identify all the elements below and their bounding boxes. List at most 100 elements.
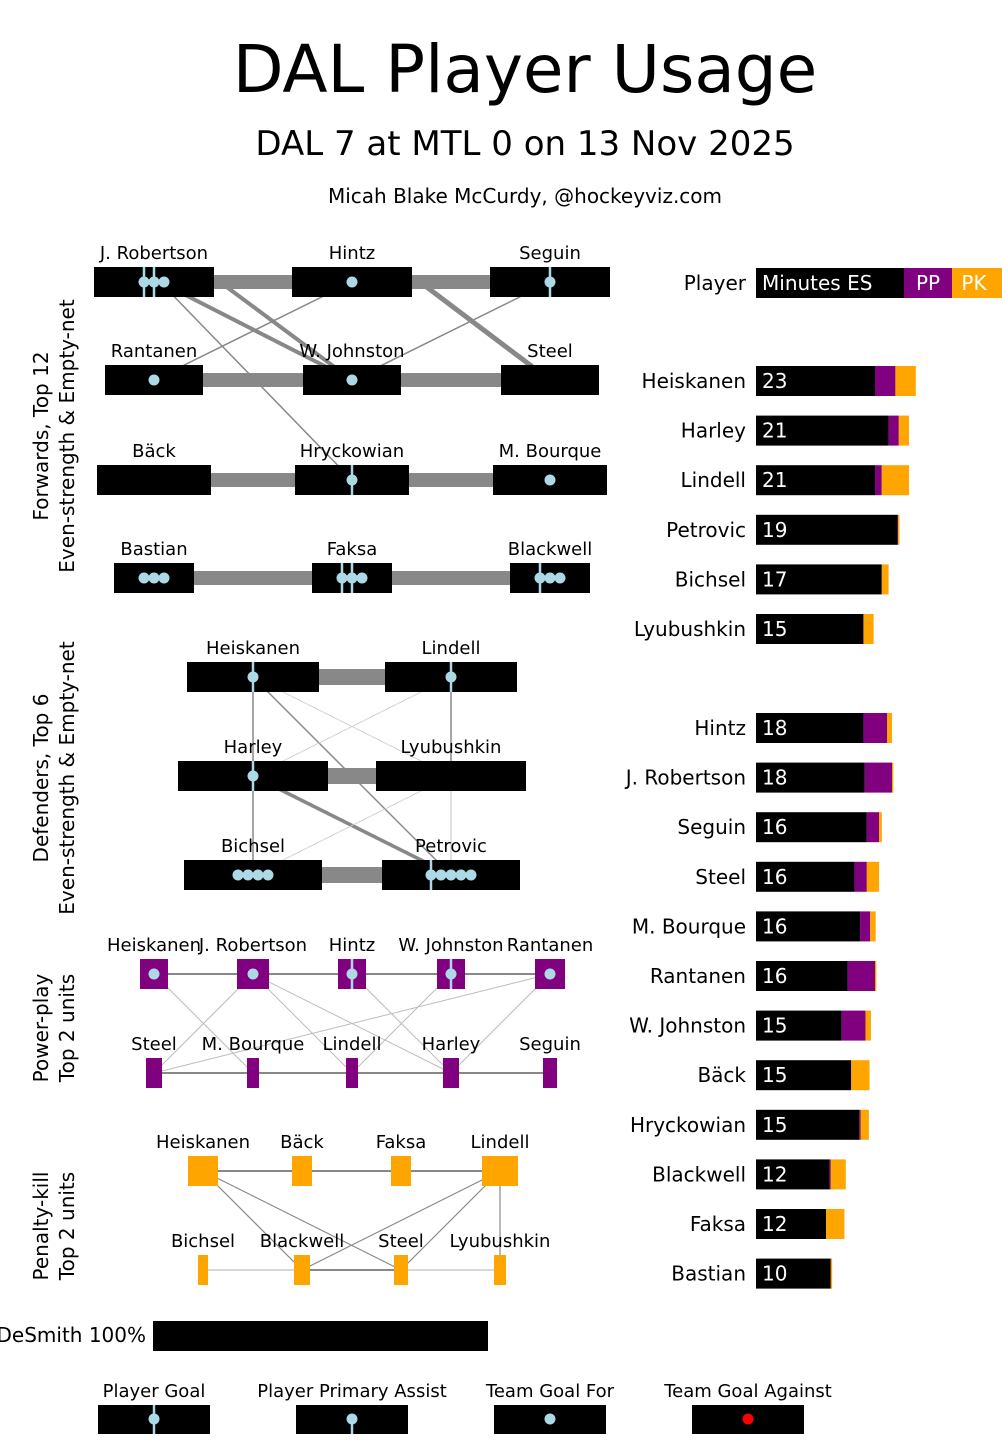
pp-player-name: Lindell	[323, 1034, 382, 1055]
player-name: Faksa	[327, 539, 378, 560]
bar-es-segment	[756, 1159, 830, 1190]
bar-player-name: Blackwell	[652, 1162, 746, 1186]
bar-total-label: 10	[762, 1262, 787, 1286]
bar-es-segment	[756, 1258, 831, 1289]
pp-player-name: Seguin	[519, 1034, 581, 1055]
goal-dot	[534, 572, 546, 584]
bar-pp-segment	[875, 465, 882, 496]
bar-pk-segment	[881, 564, 889, 595]
bar-es-segment	[756, 762, 865, 793]
player-name: Steel	[527, 341, 573, 362]
bar-total-label: 12	[762, 1212, 787, 1236]
player-box	[501, 365, 599, 395]
goal-dot	[544, 968, 556, 980]
pk-player-box	[198, 1255, 208, 1285]
bar-player-name: Lyubushkin	[634, 617, 746, 641]
bar-pk-segment	[875, 961, 877, 991]
bar-header-player: Player	[684, 271, 747, 295]
goal-dot	[544, 572, 556, 584]
bar-pk-segment	[870, 911, 876, 942]
pk-player-name: Steel	[378, 1231, 424, 1252]
pair-link	[154, 373, 352, 387]
bar-header-pp	[904, 268, 952, 298]
bar-total-label: 17	[762, 567, 787, 591]
goal-dot	[445, 968, 457, 980]
player-name: Rantanen	[111, 341, 198, 362]
bar-pp-segment	[875, 366, 896, 396]
chart-credit: Micah Blake McCurdy, @hockeyviz.com	[328, 184, 722, 208]
bar-pp-segment	[859, 1109, 861, 1140]
goal-dot	[262, 869, 274, 881]
cross-link	[159, 280, 353, 382]
bar-total-label: 16	[762, 914, 787, 938]
cross-link	[252, 775, 452, 876]
bar-total-label: 21	[762, 468, 787, 492]
player-name: Heiskanen	[206, 638, 300, 659]
bar-total-label: 23	[762, 369, 787, 393]
goal-dot	[435, 869, 447, 881]
pp-player-box	[346, 1058, 358, 1088]
pp-player-name: J. Robertson	[198, 935, 307, 956]
bar-header-pp-label: PP	[916, 271, 940, 295]
goal-dot	[232, 869, 244, 881]
bar-player-name: Bäck	[697, 1063, 746, 1087]
player-box	[376, 761, 526, 791]
player-name: Seguin	[519, 243, 581, 264]
goal-dot	[445, 671, 457, 683]
goal-dot	[544, 474, 556, 486]
goal-dot	[158, 276, 170, 288]
bar-player-name: Harley	[681, 419, 746, 443]
section-label-defenders-1: Defenders, Top 6	[29, 694, 53, 863]
goal-dot	[148, 276, 160, 288]
pk-player-box	[292, 1156, 312, 1186]
legend-assist-dot	[346, 1413, 358, 1425]
bar-total-label: 19	[762, 518, 787, 542]
bar-es-segment	[756, 1109, 860, 1140]
goal-dot	[336, 572, 348, 584]
goalie-share-bar	[153, 1321, 488, 1351]
pp-player-name: W. Johnston	[398, 935, 503, 956]
pk-player-name: Bäck	[280, 1132, 324, 1153]
section-label-defenders-2: Even-strength & Empty-net	[55, 641, 79, 915]
bar-player-name: Seguin	[677, 815, 746, 839]
pk-player-name: Blackwell	[260, 1231, 345, 1252]
bar-pk-segment	[898, 514, 900, 545]
pk-player-box	[494, 1255, 506, 1285]
cross-link	[252, 676, 452, 876]
bar-pk-segment	[898, 415, 909, 446]
goal-dot	[247, 968, 259, 980]
chart-title: DAL Player Usage	[233, 31, 818, 108]
legend-label: Player Goal	[103, 1381, 206, 1402]
bar-pk-segment	[866, 861, 880, 892]
bar-pk-segment	[892, 762, 894, 793]
cross-link	[153, 973, 551, 1074]
goal-dot	[346, 968, 358, 980]
pk-player-name: Lindell	[471, 1132, 530, 1153]
goal-dot	[158, 572, 170, 584]
goal-dot	[148, 572, 160, 584]
pk-player-name: Bichsel	[171, 1231, 235, 1252]
minutes-bars: Player Minutes ES PP PK Heiskanen 23 Harley 21 L…	[624, 268, 1002, 1289]
bar-player-name: J. Robertson	[624, 766, 746, 790]
legend-label: Team Goal For	[485, 1381, 615, 1402]
goal-dot	[148, 374, 160, 386]
bar-player-name: W. Johnston	[629, 1014, 746, 1038]
bar-pp-segment	[829, 1159, 831, 1190]
bar-es-segment	[756, 861, 855, 892]
pp-player-name: Heiskanen	[107, 935, 201, 956]
player-name: J. Robertson	[99, 243, 208, 264]
goal-dot	[346, 276, 358, 288]
bar-es-segment	[756, 614, 864, 644]
bar-header-pk-label: PK	[961, 271, 987, 295]
pp-player-name: Rantanen	[507, 935, 594, 956]
bar-pk-segment	[826, 1209, 845, 1239]
pp-player-name: Hintz	[329, 935, 375, 956]
section-label-powerplay-2: Top 2 units	[55, 974, 79, 1083]
pp-player-name: M. Bourque	[202, 1034, 305, 1055]
player-name: Bastian	[120, 539, 187, 560]
pp-player-box	[443, 1058, 459, 1088]
goal-dot	[346, 474, 358, 486]
